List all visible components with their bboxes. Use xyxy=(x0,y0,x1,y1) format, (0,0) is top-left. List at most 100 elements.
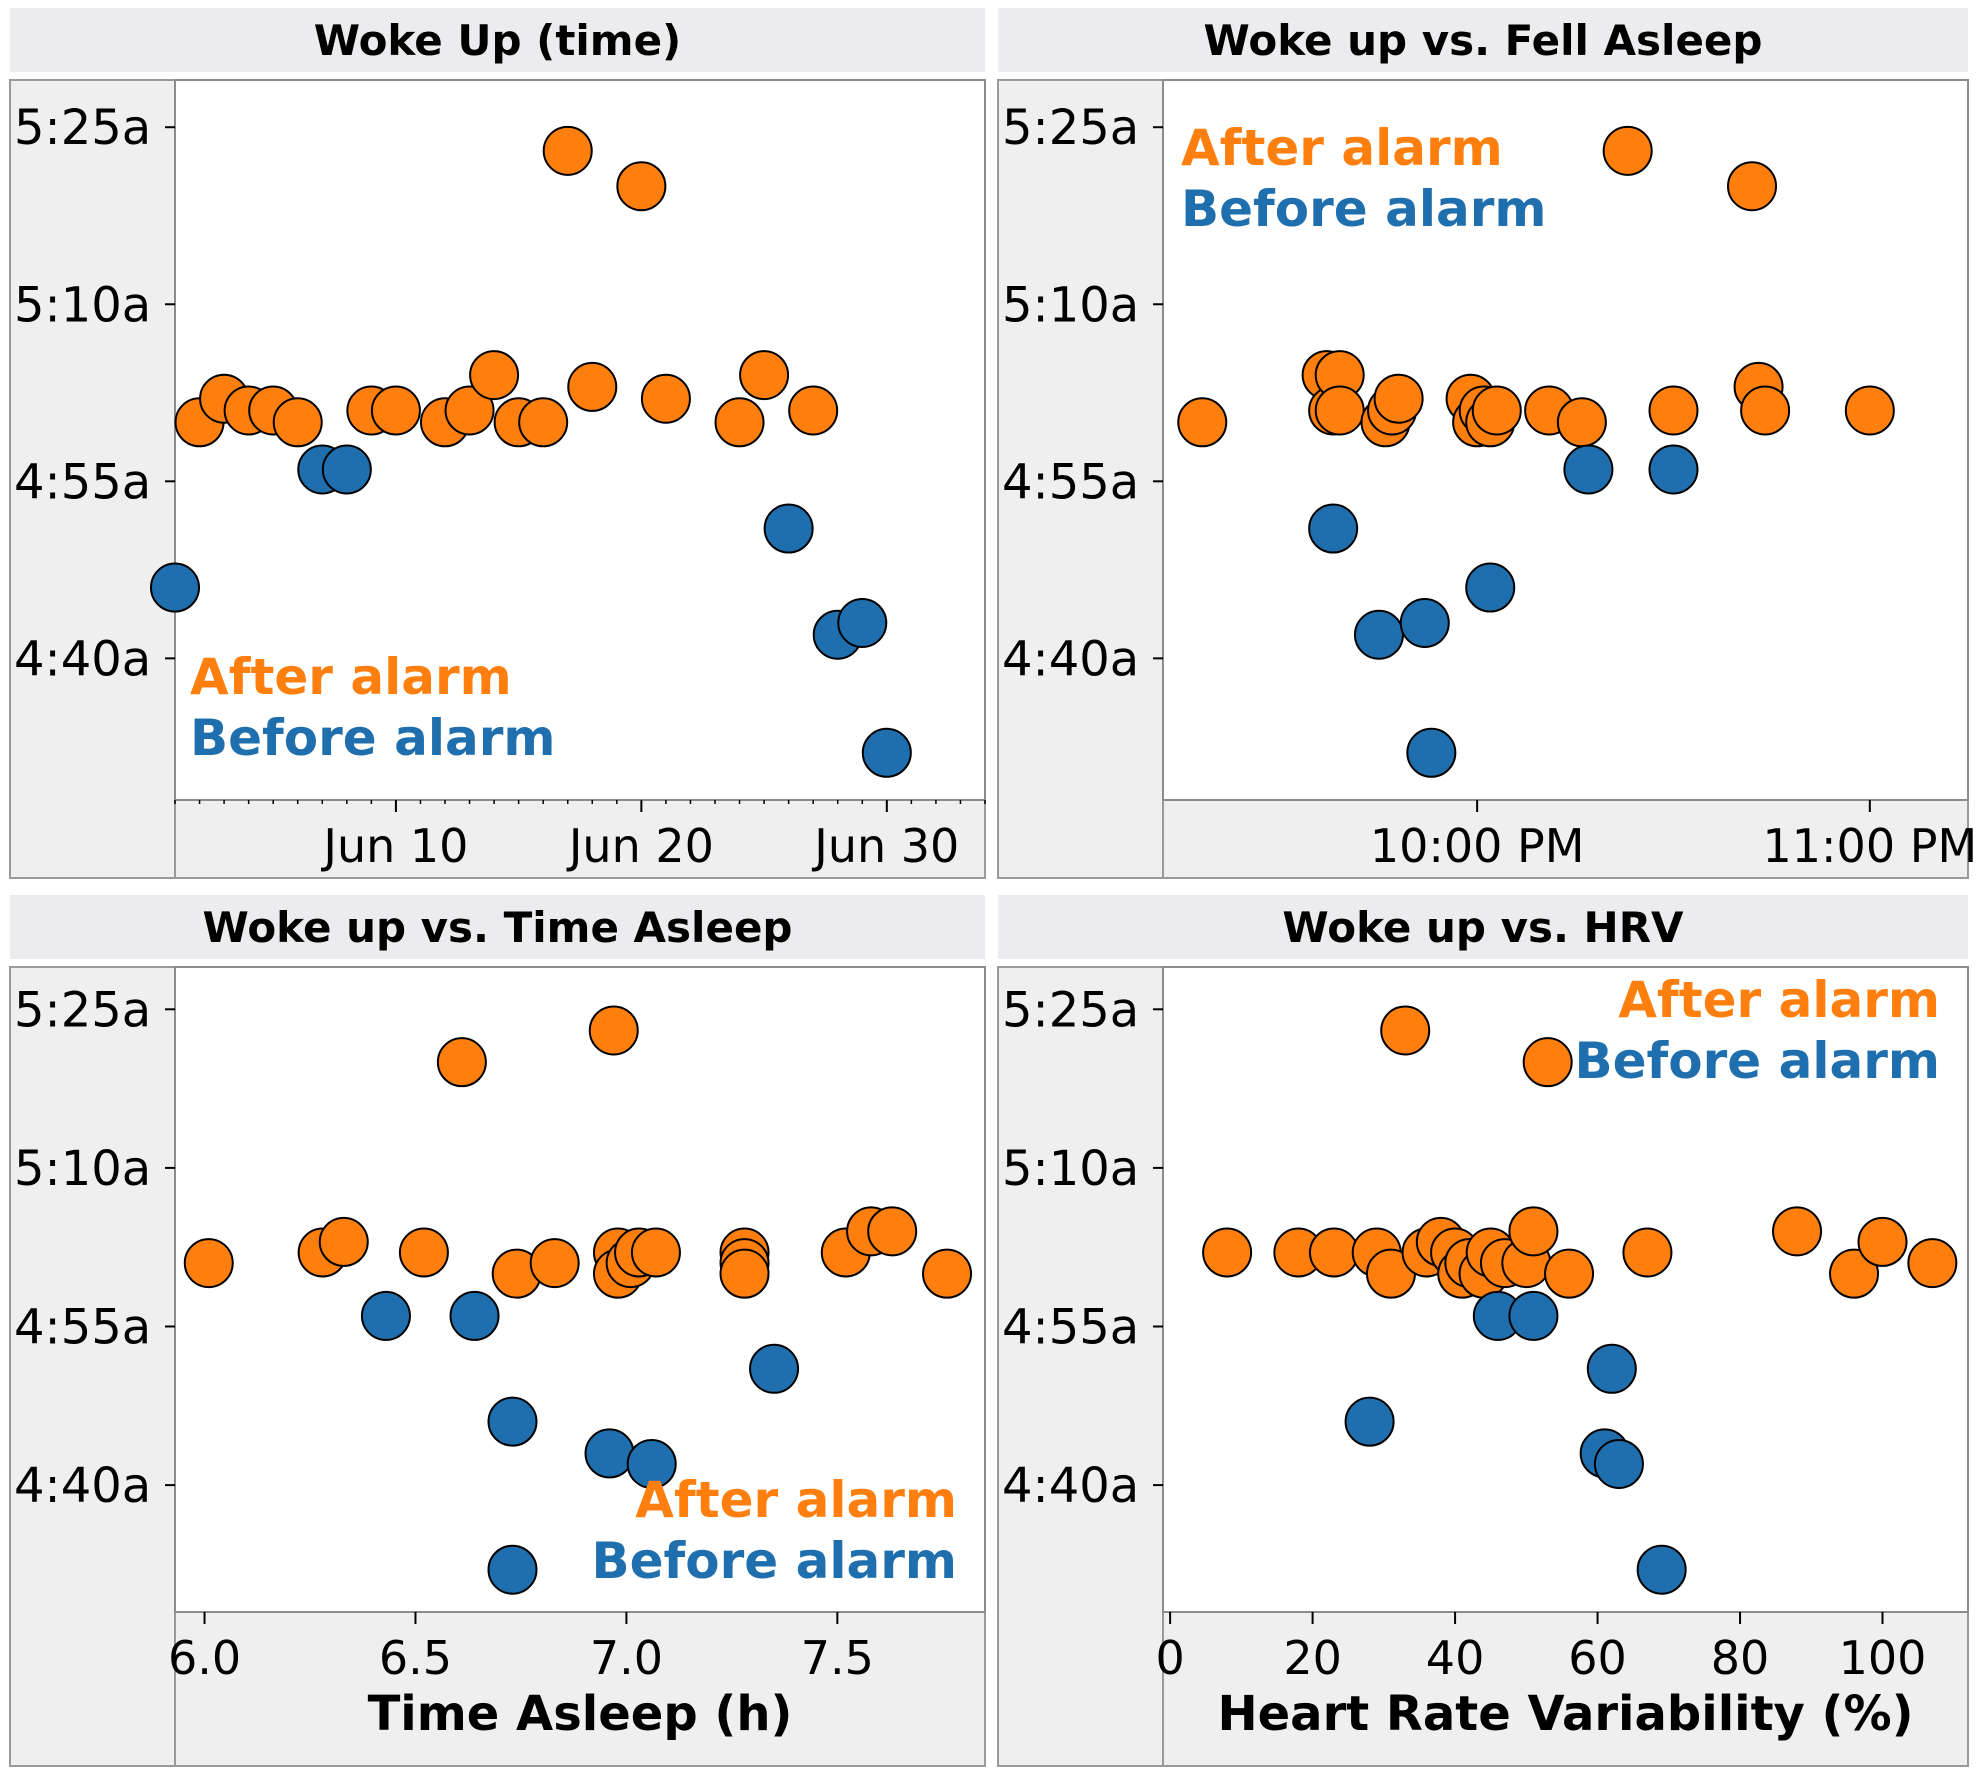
point-before-alarm xyxy=(1508,1290,1559,1341)
chart-panel-woke-up-time: Woke Up (time) 4:40a 4:55a 5:10a 5:25a Jun 10… xyxy=(9,8,986,879)
panel-header xyxy=(10,8,985,72)
point-after-alarm xyxy=(1522,1037,1573,1088)
point-before-alarm xyxy=(749,1343,800,1394)
point-after-alarm xyxy=(567,361,618,412)
plot-area xyxy=(174,966,986,1613)
point-after-alarm xyxy=(1544,1248,1595,1299)
point-before-alarm xyxy=(763,503,814,554)
x-tick-label: 100 xyxy=(1839,1631,1927,1685)
point-after-alarm xyxy=(1602,125,1653,176)
point-after-alarm xyxy=(1740,385,1791,436)
y-tick-label: 5:25a xyxy=(1002,982,1139,1038)
point-before-alarm xyxy=(1308,503,1359,554)
point-before-alarm xyxy=(1586,1343,1637,1394)
point-after-alarm xyxy=(1177,397,1228,448)
point-after-alarm xyxy=(788,385,839,436)
point-after-alarm xyxy=(922,1248,973,1299)
x-tick-label: 7.5 xyxy=(801,1631,874,1685)
point-before-alarm xyxy=(1465,562,1516,613)
point-after-alarm xyxy=(183,1238,234,1289)
point-after-alarm xyxy=(719,1248,770,1299)
x-tick-label: 60 xyxy=(1568,1631,1627,1685)
chart-panel-woke-up-vs-time-asleep: Woke up vs. Time Asleep 4:40a 4:55a 5:10a 5:… xyxy=(9,895,986,1767)
point-after-alarm xyxy=(1857,1216,1908,1267)
point-before-alarm xyxy=(1406,727,1457,778)
point-before-alarm xyxy=(321,444,372,495)
point-after-alarm xyxy=(444,385,495,436)
legend-item-after-alarm: After alarm xyxy=(1181,119,1503,177)
point-before-alarm xyxy=(1353,609,1404,660)
point-after-alarm xyxy=(640,373,691,424)
point-before-alarm xyxy=(1399,597,1450,648)
y-tick-label: 4:40a xyxy=(1002,1458,1139,1514)
point-before-alarm xyxy=(861,727,912,778)
x-tick-label: 20 xyxy=(1283,1631,1342,1685)
point-after-alarm xyxy=(1556,397,1607,448)
y-tick-label: 5:25a xyxy=(14,100,151,156)
y-tick-label: 5:10a xyxy=(1002,1141,1139,1197)
legend-item-after-alarm: After alarm xyxy=(190,648,512,706)
point-before-alarm xyxy=(1648,444,1699,495)
point-after-alarm xyxy=(1829,1248,1880,1299)
y-tick-label: 5:10a xyxy=(1002,277,1139,333)
point-before-alarm xyxy=(1593,1438,1644,1489)
point-after-alarm xyxy=(616,161,667,212)
point-after-alarm xyxy=(370,385,421,436)
point-after-alarm xyxy=(1202,1227,1253,1278)
point-after-alarm xyxy=(1907,1238,1958,1289)
point-after-alarm xyxy=(318,1216,369,1267)
y-tick-label: 5:10a xyxy=(14,1141,151,1197)
x-tick-label: Jun 10 xyxy=(320,819,468,873)
y-tick-label: 5:10a xyxy=(14,277,151,333)
point-after-alarm xyxy=(398,1227,449,1278)
x-tick-label: 40 xyxy=(1426,1631,1485,1685)
y-tick-label: 4:55a xyxy=(14,1300,151,1356)
point-before-alarm xyxy=(1636,1544,1687,1595)
point-after-alarm xyxy=(1380,1005,1431,1056)
y-tick-label: 4:55a xyxy=(1002,1300,1139,1356)
point-before-alarm xyxy=(584,1428,635,1479)
x-tick-label: 6.5 xyxy=(379,1631,452,1685)
point-after-alarm xyxy=(739,350,790,401)
point-after-alarm xyxy=(1373,373,1424,424)
point-after-alarm xyxy=(714,397,765,448)
x-axis-label: Time Asleep (h) xyxy=(368,1686,793,1742)
panel-header xyxy=(998,895,1968,959)
y-tick-label: 4:40a xyxy=(1002,631,1139,687)
panel-header xyxy=(998,8,1968,72)
point-before-alarm xyxy=(150,562,200,613)
point-after-alarm xyxy=(1622,1227,1673,1278)
point-before-alarm xyxy=(626,1438,677,1489)
x-tick-label: 10:00 PM xyxy=(1370,819,1585,873)
chart-title: Woke Up (time) xyxy=(314,16,682,65)
point-before-alarm xyxy=(449,1290,500,1341)
legend-item-after-alarm: After alarm xyxy=(1618,971,1940,1029)
panel-header xyxy=(10,895,985,959)
chart-panel-woke-up-vs-fell-asleep: Woke up vs. Fell Asleep 4:40a 4:55a 5:10a 5:… xyxy=(997,8,1978,879)
point-after-alarm xyxy=(630,1227,681,1278)
point-after-alarm xyxy=(1308,1227,1359,1278)
point-before-alarm xyxy=(487,1396,538,1447)
y-tick-label: 4:55a xyxy=(1002,454,1139,510)
point-after-alarm xyxy=(1772,1206,1823,1257)
x-tick-label: 0 xyxy=(1155,1631,1184,1685)
legend-item-after-alarm: After alarm xyxy=(635,1471,957,1529)
legend-item-before-alarm: Before alarm xyxy=(190,709,555,767)
x-tick-label: 80 xyxy=(1711,1631,1770,1685)
x-tick-label: 11:00 PM xyxy=(1763,819,1978,873)
point-after-alarm xyxy=(1727,161,1778,212)
point-before-alarm xyxy=(1344,1396,1395,1447)
point-before-alarm xyxy=(837,597,888,648)
legend-item-before-alarm: Before alarm xyxy=(1575,1032,1940,1090)
y-tick-label: 4:40a xyxy=(14,631,151,687)
point-after-alarm xyxy=(1314,385,1365,436)
y-tick-label: 4:55a xyxy=(14,454,151,510)
point-after-alarm xyxy=(867,1206,918,1257)
chart-panel-woke-up-vs-hrv: Woke up vs. HRV 4:40a 4:55a 5:10a 5:25a 0 20 40… xyxy=(997,895,1969,1767)
x-tick-label: 6.0 xyxy=(168,1631,241,1685)
point-after-alarm xyxy=(518,397,569,448)
